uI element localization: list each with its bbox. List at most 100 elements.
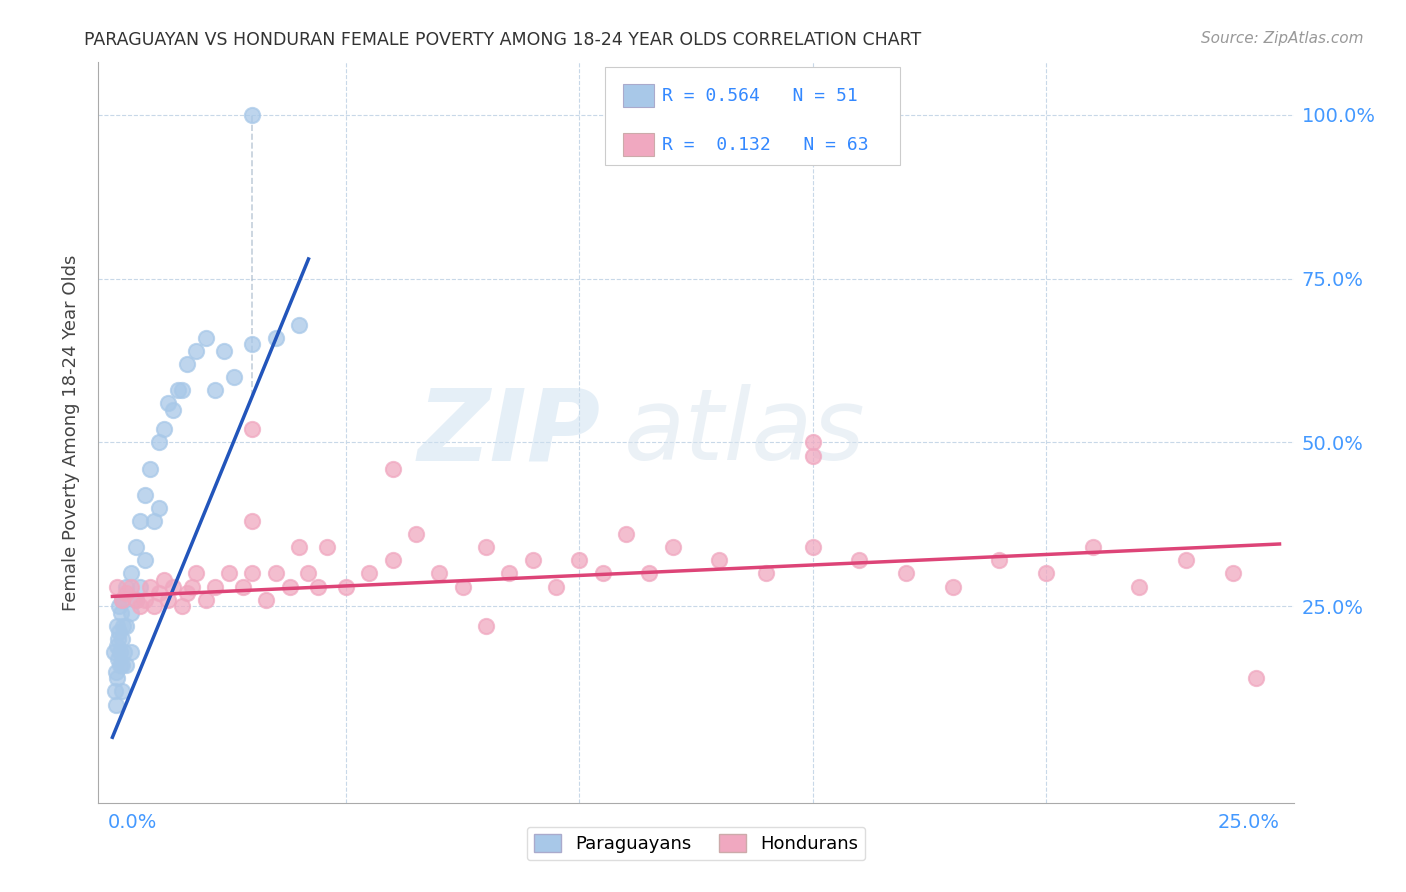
Point bbox=[176, 357, 198, 371]
Point bbox=[194, 330, 217, 344]
Text: atlas: atlas bbox=[624, 384, 866, 481]
Point bbox=[204, 383, 226, 397]
Point bbox=[801, 449, 824, 463]
Point bbox=[242, 514, 264, 528]
Point bbox=[214, 343, 236, 358]
Point bbox=[105, 619, 128, 633]
Point bbox=[115, 580, 138, 594]
Text: PARAGUAYAN VS HONDURAN FEMALE POVERTY AMONG 18-24 YEAR OLDS CORRELATION CHART: PARAGUAYAN VS HONDURAN FEMALE POVERTY AM… bbox=[84, 31, 921, 49]
Point bbox=[152, 422, 174, 436]
Point bbox=[162, 402, 184, 417]
Point bbox=[204, 580, 226, 594]
Point bbox=[427, 566, 450, 581]
Point bbox=[172, 383, 194, 397]
Point bbox=[157, 592, 180, 607]
Point bbox=[107, 632, 129, 646]
Point bbox=[172, 599, 194, 614]
Point bbox=[1128, 580, 1150, 594]
Point bbox=[242, 108, 264, 122]
Point bbox=[988, 553, 1011, 567]
Point bbox=[307, 580, 329, 594]
Point bbox=[110, 645, 132, 659]
Point bbox=[755, 566, 778, 581]
Point bbox=[111, 619, 134, 633]
Point bbox=[709, 553, 731, 567]
Point bbox=[148, 500, 170, 515]
Point bbox=[104, 684, 127, 698]
Point bbox=[115, 619, 138, 633]
Point bbox=[405, 527, 427, 541]
Point bbox=[544, 580, 567, 594]
Point bbox=[120, 606, 142, 620]
Point bbox=[288, 541, 311, 555]
Point bbox=[104, 665, 127, 679]
Point bbox=[166, 383, 188, 397]
Point bbox=[129, 580, 152, 594]
Point bbox=[297, 566, 319, 581]
Text: ZIP: ZIP bbox=[418, 384, 600, 481]
Point bbox=[222, 370, 245, 384]
Point bbox=[848, 553, 870, 567]
Point bbox=[316, 541, 339, 555]
Point bbox=[801, 435, 824, 450]
Point bbox=[105, 671, 128, 685]
Point bbox=[522, 553, 544, 567]
Point bbox=[157, 396, 180, 410]
Point bbox=[134, 488, 156, 502]
Point bbox=[242, 422, 264, 436]
Point bbox=[112, 645, 135, 659]
Point bbox=[451, 580, 474, 594]
Point bbox=[134, 553, 156, 567]
Point bbox=[381, 461, 404, 475]
Point bbox=[1222, 566, 1244, 581]
Point bbox=[152, 573, 174, 587]
Point bbox=[105, 698, 128, 712]
Point bbox=[125, 592, 148, 607]
Point bbox=[103, 645, 125, 659]
Point bbox=[186, 343, 208, 358]
Point bbox=[162, 580, 184, 594]
Point bbox=[107, 651, 129, 665]
Legend: Paraguayans, Hondurans: Paraguayans, Hondurans bbox=[527, 827, 865, 861]
Point bbox=[498, 566, 520, 581]
Y-axis label: Female Poverty Among 18-24 Year Olds: Female Poverty Among 18-24 Year Olds bbox=[62, 254, 80, 611]
Point bbox=[1244, 671, 1267, 685]
Point bbox=[381, 553, 404, 567]
Point bbox=[288, 318, 311, 332]
Point bbox=[592, 566, 614, 581]
Point bbox=[111, 658, 134, 673]
Point bbox=[359, 566, 381, 581]
Point bbox=[475, 541, 498, 555]
Point bbox=[475, 619, 498, 633]
Point bbox=[125, 541, 148, 555]
Point bbox=[108, 625, 131, 640]
Point bbox=[111, 684, 134, 698]
Point bbox=[111, 632, 134, 646]
Point bbox=[264, 330, 287, 344]
Point bbox=[108, 599, 131, 614]
Point bbox=[894, 566, 917, 581]
Point bbox=[148, 586, 170, 600]
Point bbox=[111, 592, 134, 607]
Text: 0.0%: 0.0% bbox=[108, 813, 157, 831]
Point bbox=[661, 541, 683, 555]
Point bbox=[108, 658, 131, 673]
Text: R =  0.132   N = 63: R = 0.132 N = 63 bbox=[662, 136, 869, 154]
Point bbox=[139, 580, 162, 594]
Point bbox=[186, 566, 208, 581]
Point bbox=[180, 580, 202, 594]
Point bbox=[278, 580, 301, 594]
Point bbox=[264, 566, 287, 581]
Point bbox=[134, 592, 156, 607]
Point bbox=[335, 580, 357, 594]
Point bbox=[120, 566, 142, 581]
Text: R = 0.564   N = 51: R = 0.564 N = 51 bbox=[662, 87, 858, 105]
Point bbox=[105, 580, 128, 594]
Point bbox=[139, 461, 162, 475]
Point bbox=[176, 586, 198, 600]
Point bbox=[125, 592, 148, 607]
Point bbox=[115, 586, 138, 600]
Point bbox=[638, 566, 661, 581]
Text: 25.0%: 25.0% bbox=[1218, 813, 1279, 831]
Point bbox=[1081, 541, 1104, 555]
